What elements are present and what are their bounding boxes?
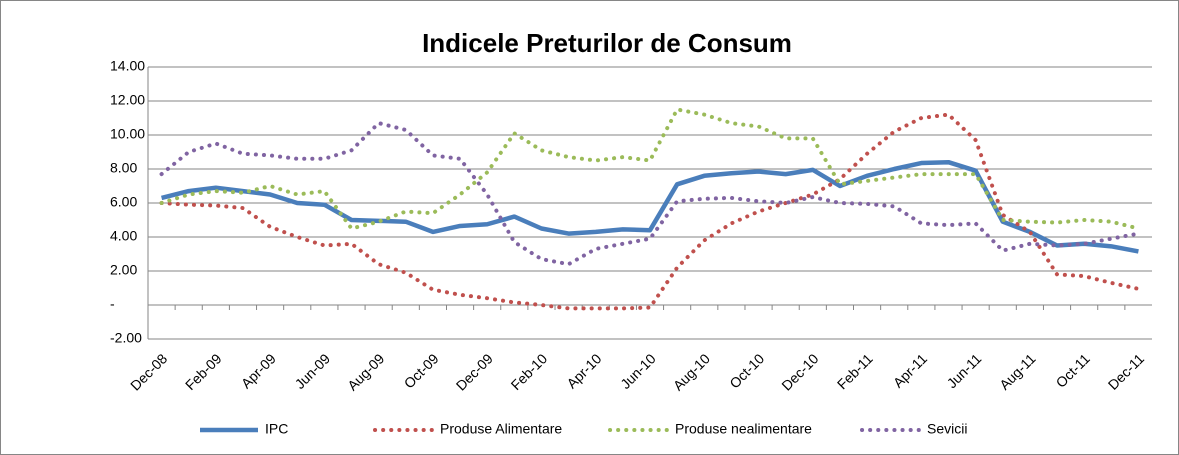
series-line: [159, 112, 1141, 311]
y-tick-label: 14.00: [110, 58, 145, 74]
series-line: [161, 159, 1139, 254]
legend-label: Sevicii: [927, 421, 967, 437]
legend-label: Produse Alimentare: [440, 421, 562, 437]
y-tick-label: 2.00: [110, 262, 137, 278]
legend-label: IPC: [265, 421, 288, 437]
chart-title: Indicele Preturilor de Consum: [422, 28, 792, 58]
y-tick-label: 12.00: [110, 92, 145, 108]
y-tick-label: 8.00: [110, 160, 137, 176]
y-tick-label: -: [110, 296, 115, 312]
y-tick-label: 4.00: [110, 228, 137, 244]
y-tick-label: 6.00: [110, 194, 137, 210]
series-line: [159, 120, 1141, 267]
y-tick-label: -2.00: [110, 330, 142, 346]
legend-label: Produse nealimentare: [675, 421, 812, 437]
y-tick-label: 10.00: [110, 126, 145, 142]
